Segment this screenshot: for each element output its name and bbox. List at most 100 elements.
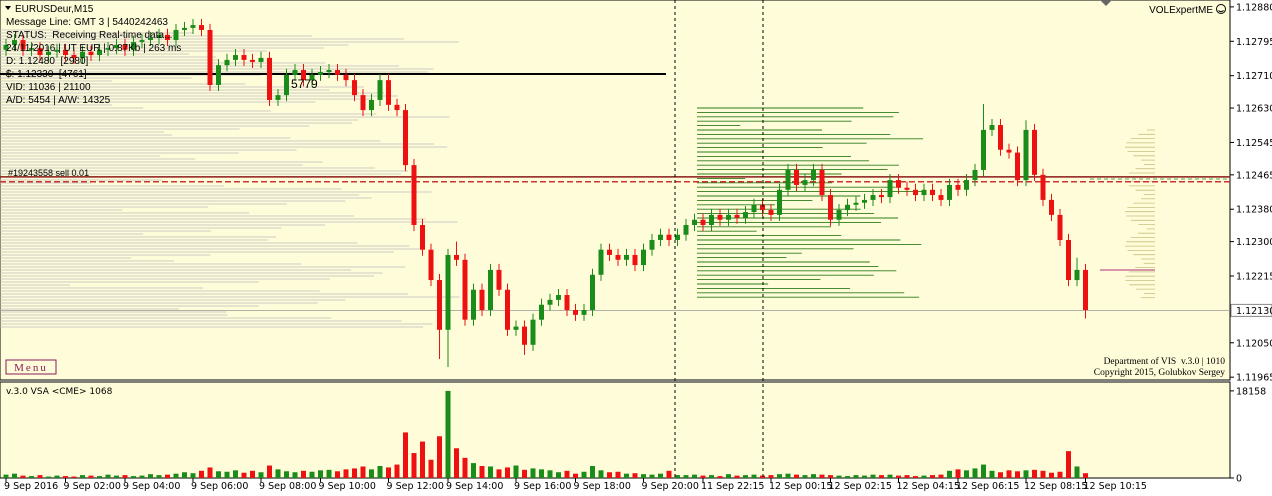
candle-body xyxy=(828,195,833,220)
candle-body xyxy=(564,295,570,310)
x-tick-label: 9 Sep 16:00 xyxy=(514,481,571,492)
candle-body xyxy=(46,51,51,56)
candle-body xyxy=(1040,174,1046,200)
candle-body xyxy=(930,189,935,196)
candle-body xyxy=(904,187,910,190)
volume-bar xyxy=(598,470,604,478)
candle-body xyxy=(428,249,434,281)
volume-bar xyxy=(802,475,808,478)
candle-body xyxy=(156,34,162,39)
volume-bar xyxy=(870,474,876,478)
indicator-icon[interactable] xyxy=(1216,4,1226,14)
volume-bar xyxy=(692,474,697,478)
volume-bar xyxy=(1040,470,1046,478)
y-tick-label: 1.12215 xyxy=(1236,271,1272,282)
volume-bar xyxy=(105,474,111,478)
volume-bar xyxy=(165,474,170,478)
y2-tick-label: 0 xyxy=(1236,474,1242,485)
x-tick-label: 12 Sep 04:15 xyxy=(897,481,960,492)
y-tick-label: 1.12880 xyxy=(1236,2,1272,13)
volume-bar xyxy=(241,472,247,478)
x-tick-label: 12 Sep 06:15 xyxy=(956,481,1019,492)
candle-body xyxy=(539,304,544,320)
volume-bar xyxy=(250,470,255,478)
candle-body xyxy=(717,214,723,220)
volume-bar xyxy=(1074,466,1080,478)
volume-bar xyxy=(981,464,986,478)
volume-bar xyxy=(437,436,442,478)
volume-bar xyxy=(403,432,408,478)
menu-box[interactable] xyxy=(5,359,57,375)
x-tick-label: 9 Sep 04:00 xyxy=(123,481,180,492)
volume-bar xyxy=(267,465,272,478)
smiley[interactable] xyxy=(1216,4,1226,14)
volume-bar xyxy=(54,475,60,478)
volume-bar xyxy=(794,474,799,478)
x-tick-label: 12 Sep 00:15 xyxy=(769,481,832,492)
candle-body xyxy=(275,95,281,100)
volume-bar xyxy=(777,474,782,478)
volume-bar xyxy=(496,469,502,478)
candle-body xyxy=(284,74,289,96)
candle-body xyxy=(981,129,986,170)
candle-body xyxy=(445,254,451,330)
candle-body xyxy=(403,110,408,166)
info-line: STATUS: Receiving Real-time data... xyxy=(6,30,172,41)
volume-bar xyxy=(522,469,527,478)
volume-bar xyxy=(190,473,196,478)
volume-bar xyxy=(649,474,655,478)
candle-body xyxy=(267,57,272,100)
volume-bar xyxy=(972,468,978,478)
candle-body xyxy=(114,44,119,49)
candle-body xyxy=(182,27,187,30)
candle-body xyxy=(352,80,357,96)
candle-body xyxy=(785,169,791,190)
volume-panel xyxy=(0,381,1231,479)
volume-bar xyxy=(122,475,128,478)
menu-label[interactable]: Menu xyxy=(14,362,48,374)
volume-bar xyxy=(938,474,944,478)
current-price-box xyxy=(1230,303,1272,317)
candle-body xyxy=(581,309,587,315)
candle-body xyxy=(122,44,128,50)
candle-body xyxy=(394,104,400,111)
candle-body xyxy=(913,189,918,196)
volume-bar xyxy=(853,475,859,478)
volume-bar xyxy=(173,473,179,478)
candle-body xyxy=(1006,149,1012,153)
volume-bar xyxy=(12,473,17,478)
x-tick-label: 12 Sep 10:15 xyxy=(1084,481,1147,492)
volume-bar xyxy=(428,459,434,478)
candle-body xyxy=(989,125,995,130)
candle-body xyxy=(29,48,34,50)
candle-body xyxy=(224,59,230,66)
credits: Copyright 2015, Golubkov Sergey xyxy=(1094,368,1225,378)
candle-body xyxy=(743,212,748,218)
volume-bar xyxy=(386,467,391,478)
candle-body xyxy=(360,95,366,111)
candle-body xyxy=(751,204,757,213)
candle-body xyxy=(1032,129,1037,175)
candle-body xyxy=(1057,214,1063,240)
volume-bar xyxy=(564,470,570,478)
x-tick-label: 9 Sep 20:00 xyxy=(642,481,699,492)
candle-body xyxy=(760,204,765,211)
volume-bar xyxy=(921,475,927,478)
volume-bar xyxy=(88,475,94,478)
volume-bar xyxy=(216,471,221,478)
candle-body xyxy=(802,180,808,185)
volume-bar xyxy=(377,466,383,478)
info-line: A/D: 5454 | A/W: 14325 xyxy=(6,95,111,106)
candle-body xyxy=(513,326,519,330)
volume-bar xyxy=(896,475,901,478)
volume-bar xyxy=(828,475,833,478)
volume-bar xyxy=(785,473,791,478)
menu-button[interactable]: Menu xyxy=(5,359,57,375)
volume-bar xyxy=(709,475,714,478)
volume-bar xyxy=(632,473,638,478)
decoration xyxy=(0,29,1230,328)
candle-body xyxy=(386,80,391,105)
volume-bar xyxy=(114,475,119,478)
volume-bar xyxy=(343,469,349,478)
y-tick-label: 1.12380 xyxy=(1236,205,1272,216)
